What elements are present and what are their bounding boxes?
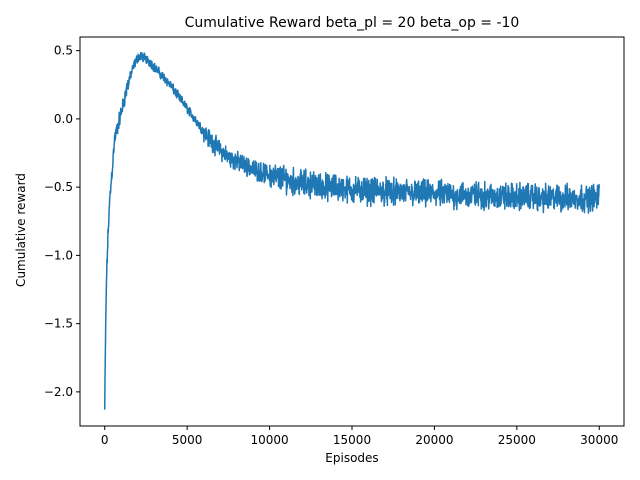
x-tick-label: 10000: [250, 433, 288, 447]
y-tick-label: 0.5: [54, 44, 73, 58]
x-tick-label: 20000: [415, 433, 453, 447]
x-tick-label: 30000: [580, 433, 618, 447]
x-axis-label: Episodes: [325, 451, 378, 465]
y-tick-label: −1.5: [44, 317, 73, 331]
x-tick-label: 0: [101, 433, 109, 447]
x-tick-label: 25000: [498, 433, 536, 447]
y-axis-label: Cumulative reward: [14, 173, 28, 287]
y-tick-label: 0.0: [54, 112, 73, 126]
plot-area: [103, 52, 601, 410]
y-tick-label: −1.0: [44, 248, 73, 262]
chart-title: Cumulative Reward beta_pl = 20 beta_op =…: [185, 15, 520, 31]
tick-group: 0 5000 10000 15000 20000 25000 30000 −2.0 −1.5 −1…: [44, 44, 619, 447]
x-tick-label: 5000: [172, 433, 203, 447]
series-line: [103, 52, 601, 410]
axes-frame: [79, 36, 625, 427]
y-tick-label: −0.5: [44, 180, 73, 194]
x-tick-label: 15000: [333, 433, 371, 447]
y-tick-label: −2.0: [44, 385, 73, 399]
